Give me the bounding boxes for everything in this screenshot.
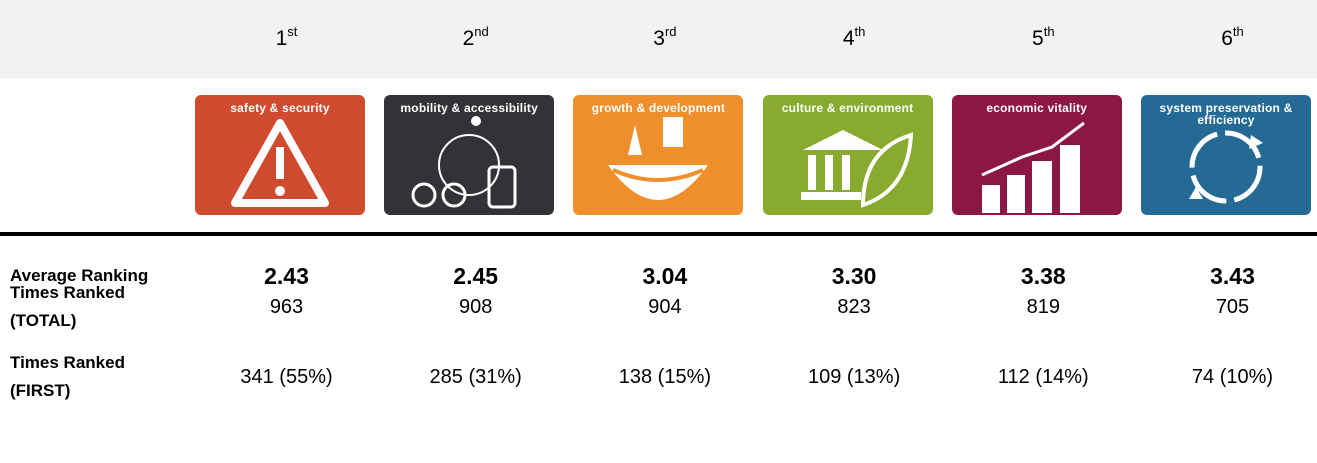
cell-value: 2.45 <box>453 262 499 289</box>
header-rule <box>0 232 1317 236</box>
rank-number: 5 <box>1032 27 1044 50</box>
category-icon <box>981 121 1085 213</box>
rank-suffix: nd <box>474 24 489 39</box>
category-icon <box>800 130 913 208</box>
category-icon <box>1189 130 1263 204</box>
rank-label: 4th <box>760 24 949 51</box>
cell-value: 908 <box>459 295 493 318</box>
rank-label: 6th <box>1138 24 1317 51</box>
cell-value: 904 <box>648 295 682 318</box>
cell-value: 3.30 <box>831 262 877 289</box>
category-tile: safety & security <box>195 95 365 215</box>
rank-label: 1st <box>192 24 381 51</box>
rank-number: 3 <box>653 27 665 50</box>
category-tile: system preservation & efficiency <box>1141 95 1311 215</box>
category-label: system preservation & efficiency <box>1159 101 1293 127</box>
rank-number: 2 <box>462 27 475 50</box>
rank-number: 6 <box>1221 27 1233 50</box>
cell-value: 2.43 <box>264 262 309 289</box>
cell-value: 3.04 <box>642 262 688 289</box>
rank-label: 3rd <box>570 24 759 51</box>
cell-value: 819 <box>1026 295 1060 318</box>
cell-value: 705 <box>1215 295 1250 318</box>
cell-value: 3.43 <box>1210 262 1255 289</box>
row-label: Average Ranking <box>10 266 149 285</box>
row-label: Times Ranked (TOTAL) <box>10 283 125 330</box>
category-tile: growth & development <box>573 95 744 215</box>
rank-number: 4 <box>842 27 855 50</box>
category-label: growth & development <box>591 101 726 115</box>
category-icon <box>411 116 517 209</box>
category-icon <box>608 117 709 200</box>
rank-suffix: th <box>1043 24 1055 39</box>
cell-value: 112 (14%) <box>997 365 1089 388</box>
cell-value: 285 (31%) <box>429 365 522 388</box>
rank-suffix: th <box>1232 24 1244 39</box>
category-label: economic vitality <box>986 101 1088 115</box>
rank-number: 1 <box>275 27 288 50</box>
category-label: culture & environment <box>781 101 914 115</box>
row-label: Times Ranked (FIRST) <box>10 353 125 400</box>
category-tile: culture & environment <box>762 95 933 215</box>
rank-label: 2nd <box>381 24 570 51</box>
cell-value: 823 <box>837 295 871 318</box>
category-label: safety & security <box>230 101 330 115</box>
rank-label: 5th <box>949 24 1138 51</box>
cell-value: 3.38 <box>1020 262 1066 289</box>
category-label: mobility & accessibility <box>400 101 538 115</box>
rank-suffix: st <box>287 24 298 39</box>
cell-value: 74 (10%) <box>1191 365 1274 388</box>
category-tile: mobility & accessibility <box>384 95 555 215</box>
cell-value: 138 (15%) <box>618 365 712 388</box>
cell-value: 341 (55%) <box>240 365 333 388</box>
cell-value: 109 (13%) <box>807 365 901 388</box>
rank-suffix: th <box>854 24 866 39</box>
category-icon <box>231 119 329 207</box>
cell-value: 963 <box>269 295 304 318</box>
category-tile: economic vitality <box>951 95 1122 215</box>
rank-suffix: rd <box>664 24 677 39</box>
header-background <box>0 0 1317 78</box>
